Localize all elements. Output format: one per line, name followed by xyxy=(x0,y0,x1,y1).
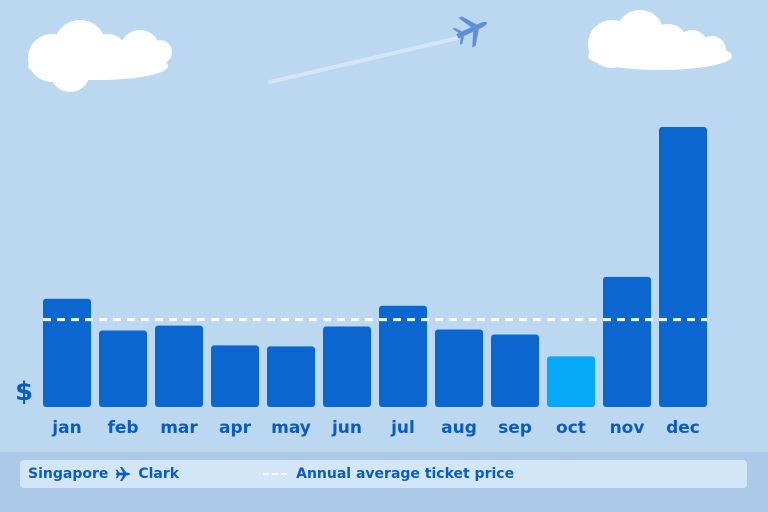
x-tick-label-aug: aug xyxy=(441,418,477,438)
bar-feb xyxy=(99,330,147,407)
x-tick-label-dec: dec xyxy=(666,418,700,438)
bar-apr xyxy=(211,345,259,407)
route-origin: Singapore xyxy=(28,466,109,482)
bar-nov xyxy=(603,276,651,407)
bar-may xyxy=(267,346,315,407)
x-tick-label-oct: oct xyxy=(556,418,586,438)
cloud-right xyxy=(588,10,732,70)
bar-jun xyxy=(323,326,371,407)
bar-mar xyxy=(155,325,203,407)
x-tick-label-mar: mar xyxy=(160,418,198,438)
x-tick-label-jan: jan xyxy=(51,418,81,438)
x-tick-label-apr: apr xyxy=(219,418,252,438)
bar-dec xyxy=(659,126,707,407)
dashed-line-icon xyxy=(263,473,288,475)
legend: Singapore Clark Annual average ticket pr… xyxy=(20,460,747,488)
x-tick-label-jul: jul xyxy=(390,418,415,438)
x-tick-label-may: may xyxy=(271,418,311,438)
airplane-icon xyxy=(114,467,132,481)
bar-sep xyxy=(491,334,539,407)
x-tick-label-nov: nov xyxy=(610,418,645,438)
bar-jan xyxy=(43,298,91,407)
y-axis-currency-label: $ xyxy=(15,377,34,407)
bar-jul xyxy=(379,305,427,407)
x-tick-label-sep: sep xyxy=(498,418,532,438)
route-destination: Clark xyxy=(138,466,180,482)
x-tick-label-jun: jun xyxy=(331,418,362,438)
average-legend-label: Annual average ticket price xyxy=(296,466,515,482)
cloud-left xyxy=(28,20,172,92)
bar-oct xyxy=(547,356,595,407)
airplane-icon xyxy=(452,16,487,48)
bar-aug xyxy=(435,329,483,407)
route-label: Singapore Clark xyxy=(28,466,179,482)
contrail xyxy=(268,36,460,84)
average-legend-item: Annual average ticket price xyxy=(263,466,514,482)
x-tick-label-feb: feb xyxy=(107,418,138,438)
